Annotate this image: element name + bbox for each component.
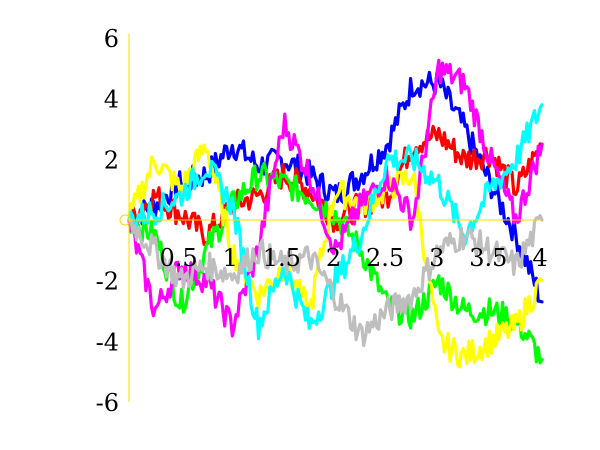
y-tick-label: -6	[96, 389, 119, 417]
series-line-6	[127, 103, 544, 341]
x-tick-label: 1.5	[263, 244, 301, 272]
y-tick-label: 2	[104, 146, 119, 174]
x-tick-label: 4	[532, 244, 547, 272]
y-tick-label: -4	[96, 328, 119, 356]
origin-marker	[119, 214, 131, 226]
axes	[119, 34, 542, 402]
y-tick-label: 4	[104, 86, 119, 114]
x-tick-label: 1	[223, 244, 238, 272]
series-line-7	[127, 214, 544, 348]
x-tick-label: 0.5	[160, 244, 198, 272]
series-line-4	[127, 143, 544, 369]
x-tick-label: 2.5	[366, 244, 404, 272]
series-line-5	[127, 58, 544, 338]
tick-labels: 0.5 1 1.5 2 2.5 3 3.5 4 -6 -4 -2 2 4 6	[96, 25, 548, 417]
series-layer	[127, 58, 544, 369]
y-tick-label: -2	[96, 268, 119, 296]
series-line-3	[127, 161, 544, 365]
x-tick-label: 2	[326, 244, 341, 272]
y-tick-label: 6	[104, 25, 119, 53]
x-tick-label: 3	[429, 244, 444, 272]
x-tick-label: 3.5	[469, 244, 507, 272]
